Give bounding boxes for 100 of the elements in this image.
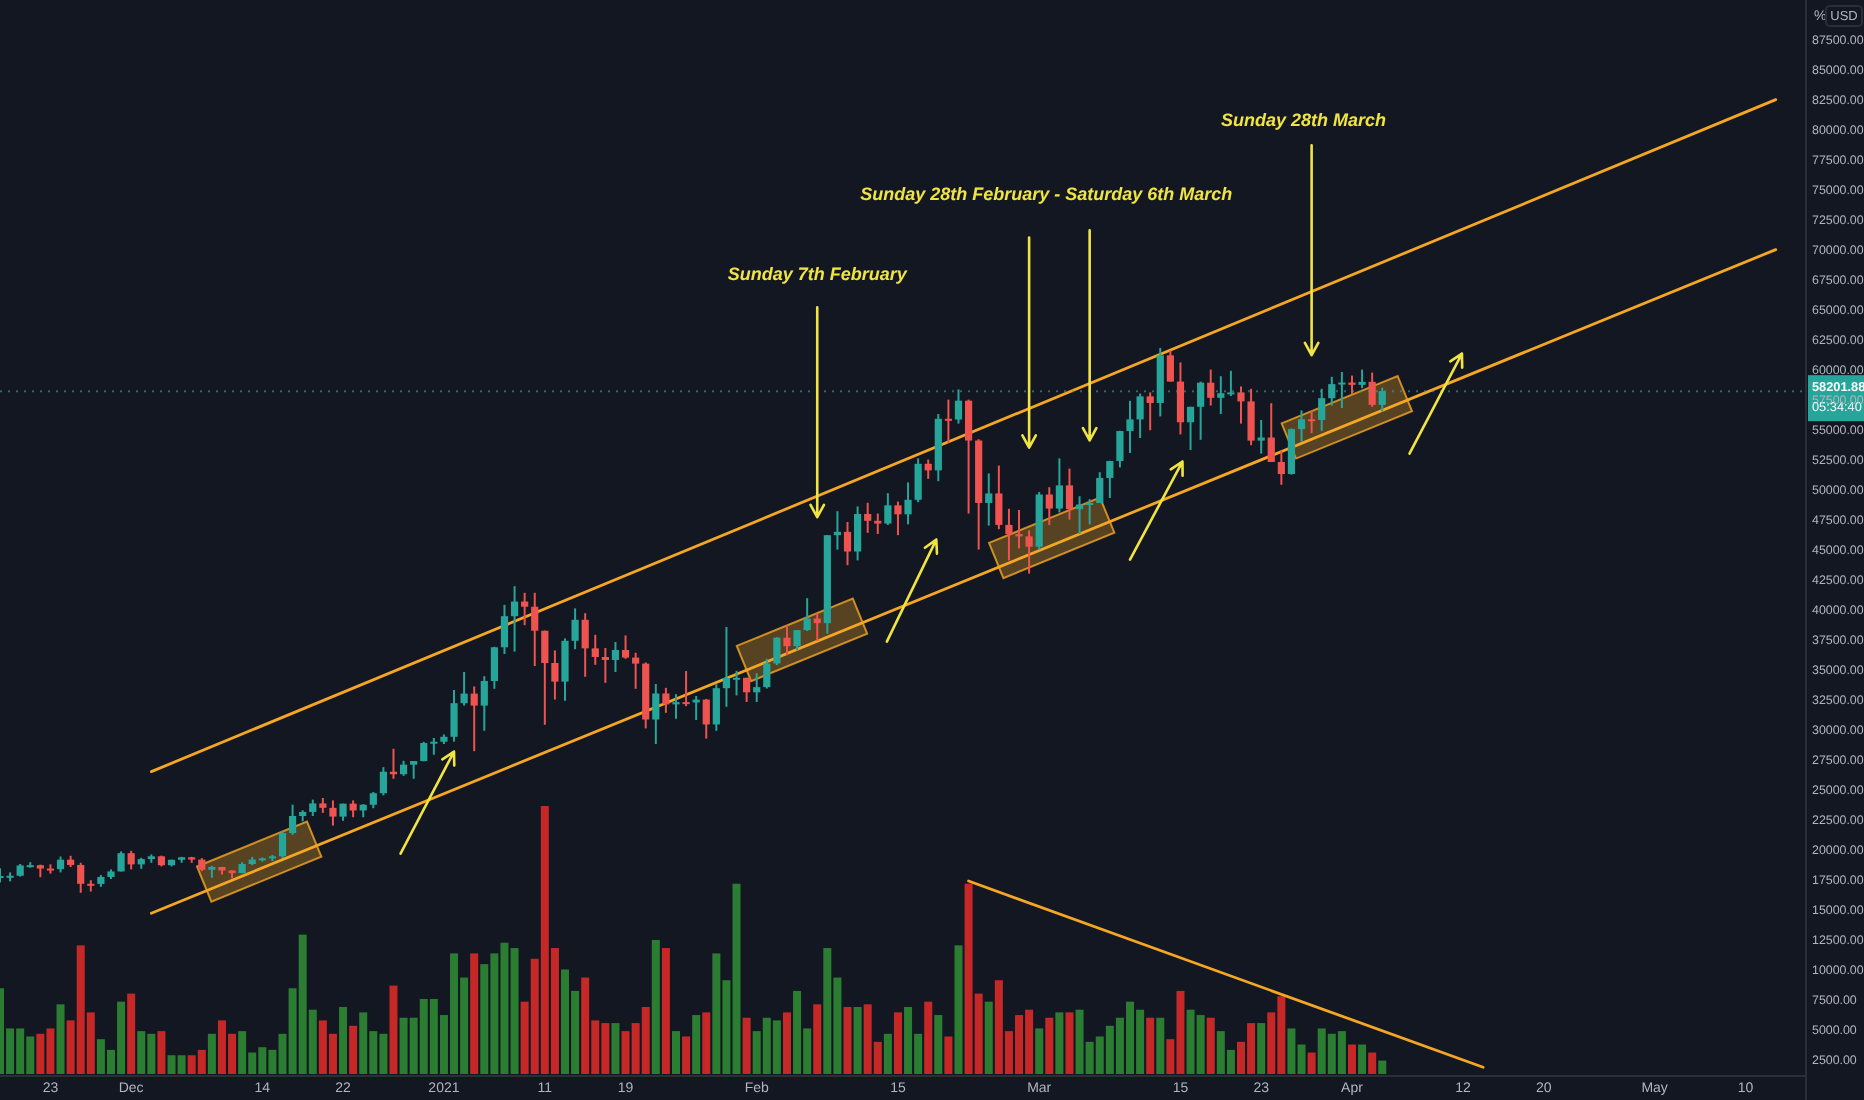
annotation: Sunday 28th March bbox=[1221, 110, 1388, 130]
candlestick bbox=[521, 591, 529, 627]
candlestick bbox=[611, 641, 620, 673]
bar bbox=[1307, 1052, 1316, 1074]
candlestick bbox=[500, 603, 509, 655]
candlestick bbox=[490, 645, 498, 690]
candlestick bbox=[480, 675, 488, 732]
candlestick bbox=[874, 512, 882, 535]
candlestick bbox=[1096, 471, 1104, 505]
candlestick bbox=[1186, 405, 1195, 451]
candlestick bbox=[127, 849, 135, 871]
bar bbox=[651, 940, 660, 1074]
candlestick bbox=[954, 388, 963, 425]
candlestick bbox=[1378, 386, 1386, 413]
candlestick bbox=[803, 597, 811, 632]
bar bbox=[56, 1004, 65, 1074]
candlestick bbox=[1318, 387, 1326, 432]
candlestick bbox=[1015, 509, 1023, 550]
bar bbox=[389, 985, 398, 1074]
candlestick bbox=[571, 607, 579, 651]
candlestick bbox=[843, 521, 852, 567]
candlestick bbox=[672, 693, 680, 720]
candlestick bbox=[1126, 399, 1134, 454]
annotation: Sunday 7th February bbox=[727, 263, 909, 284]
bar bbox=[893, 1012, 902, 1074]
candlestick bbox=[379, 766, 387, 797]
candlestick bbox=[1348, 374, 1356, 396]
candlestick bbox=[652, 683, 660, 745]
candlestick bbox=[753, 672, 761, 703]
bar bbox=[853, 1007, 862, 1074]
candlestick bbox=[783, 624, 791, 657]
candlestick bbox=[621, 634, 630, 660]
bar bbox=[1146, 1017, 1155, 1074]
candlestick bbox=[1045, 486, 1053, 526]
candlestick bbox=[77, 861, 85, 894]
candlestick bbox=[1116, 429, 1124, 469]
candlestick bbox=[1277, 449, 1285, 486]
bar bbox=[782, 1012, 791, 1074]
bar bbox=[157, 1031, 166, 1074]
bar bbox=[1368, 1052, 1377, 1074]
bar bbox=[692, 1015, 701, 1074]
candlestick bbox=[1025, 529, 1033, 575]
candlestick bbox=[1156, 347, 1164, 418]
candlestick bbox=[763, 657, 771, 690]
bar bbox=[349, 1025, 358, 1074]
candlestick bbox=[813, 612, 821, 642]
bar bbox=[1055, 1012, 1064, 1074]
candlestick bbox=[743, 676, 751, 703]
bar bbox=[1065, 1012, 1074, 1074]
bar bbox=[1045, 1017, 1054, 1074]
bar bbox=[944, 1036, 953, 1074]
bar bbox=[924, 1001, 933, 1074]
candlestick bbox=[1297, 409, 1306, 443]
bar bbox=[954, 945, 963, 1074]
candlestick bbox=[1237, 385, 1245, 425]
candlestick bbox=[1197, 380, 1205, 441]
candlestick bbox=[1005, 507, 1013, 562]
candlestick bbox=[561, 637, 569, 702]
candlestick bbox=[793, 629, 801, 652]
candlestick bbox=[712, 683, 720, 732]
bar bbox=[813, 1004, 822, 1074]
candlestick bbox=[682, 670, 690, 708]
bar bbox=[682, 1036, 691, 1074]
bar bbox=[1347, 1044, 1356, 1074]
candlestick bbox=[944, 398, 952, 444]
bar bbox=[339, 1007, 348, 1074]
candlestick bbox=[662, 686, 670, 714]
candlestick bbox=[985, 472, 993, 527]
bar bbox=[742, 1017, 751, 1074]
bar bbox=[984, 1001, 993, 1074]
candlestick bbox=[964, 398, 973, 515]
candlestick bbox=[1287, 427, 1296, 476]
candlestick bbox=[884, 492, 892, 526]
bar bbox=[1257, 1023, 1266, 1074]
candlestick bbox=[904, 481, 912, 526]
bar bbox=[1378, 1060, 1387, 1074]
candlestick bbox=[1146, 391, 1154, 432]
bar bbox=[671, 1031, 680, 1074]
bar bbox=[1156, 1017, 1165, 1074]
candlestick bbox=[1136, 392, 1144, 439]
bar bbox=[702, 1012, 711, 1074]
candlestick bbox=[1267, 402, 1275, 463]
candlestick bbox=[1055, 457, 1063, 514]
candlestick bbox=[1065, 467, 1074, 521]
bar bbox=[843, 1007, 852, 1074]
candlestick bbox=[531, 591, 539, 667]
candlestick bbox=[854, 505, 862, 562]
candlestick bbox=[591, 633, 599, 666]
candlestick bbox=[1207, 368, 1215, 407]
candlestick bbox=[329, 799, 337, 827]
candlestick bbox=[450, 689, 458, 743]
candlestick bbox=[541, 629, 549, 726]
candlestick bbox=[1368, 371, 1376, 408]
candlestick bbox=[288, 803, 297, 836]
candlestick bbox=[510, 585, 519, 653]
bar bbox=[661, 948, 670, 1074]
bar bbox=[883, 1033, 892, 1074]
candlestick bbox=[914, 457, 922, 504]
candlestick bbox=[632, 651, 640, 690]
candlestick bbox=[773, 636, 781, 667]
